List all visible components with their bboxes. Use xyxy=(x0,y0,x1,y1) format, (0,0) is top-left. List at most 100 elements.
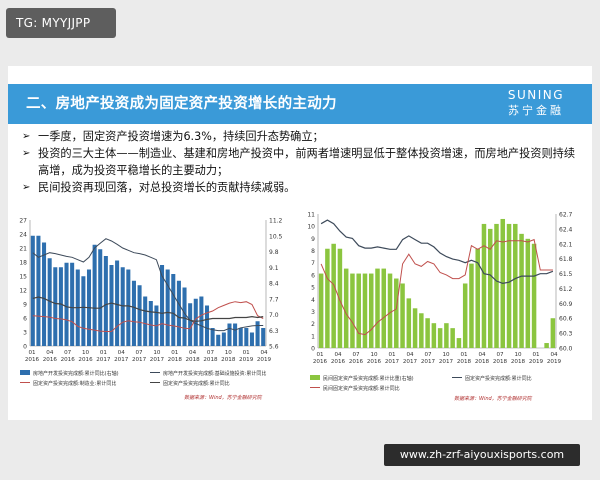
legend-label: 固定资产投资完成额:累计同比 xyxy=(465,375,532,382)
bullet-item: ➢ 一季度，固定资产投资增速为6.3%，持续回升态势确立； xyxy=(22,128,582,145)
x-tick-label: 01 xyxy=(171,350,179,356)
bar xyxy=(368,273,374,348)
y-tick-right: 7.7 xyxy=(269,296,279,303)
x-tick-label: 10 xyxy=(82,350,90,356)
brand-chinese: 苏宁金融 xyxy=(508,104,564,117)
y-tick-left: 5 xyxy=(311,285,315,292)
bar xyxy=(188,303,193,346)
y-tick-right: 10.5 xyxy=(269,233,283,240)
x-tick-year-label: 2016 xyxy=(61,357,76,363)
x-tick-label: 04 xyxy=(406,352,414,358)
y-tick-right: 60.0 xyxy=(559,346,573,353)
bar xyxy=(47,258,52,346)
arrow-bullet-icon: ➢ xyxy=(22,148,31,159)
legend-label: 民间固定资产投资完成额:累计同比 xyxy=(323,385,400,392)
y-tick-left: 4 xyxy=(311,297,315,304)
bar xyxy=(227,323,232,346)
y-tick-left: 11 xyxy=(307,212,315,219)
bar xyxy=(36,235,41,346)
y-tick-right: 61.2 xyxy=(559,286,573,293)
y-tick-left: 21 xyxy=(19,246,27,253)
y-tick-right: 9.8 xyxy=(269,249,279,256)
bar xyxy=(53,267,58,346)
y-tick-right: 62.7 xyxy=(559,212,573,219)
x-tick-year-label: 2019 xyxy=(529,359,544,365)
x-tick-label: 04 xyxy=(189,350,197,356)
x-tick-label: 04 xyxy=(550,352,558,358)
y-tick-right: 11.2 xyxy=(269,218,283,225)
x-tick-year-label: 2017 xyxy=(439,359,454,365)
arrow-bullet-icon: ➢ xyxy=(22,182,31,193)
x-tick-year-label: 2016 xyxy=(349,359,364,365)
y-tick-left: 7 xyxy=(311,260,315,267)
x-tick-year-label: 2017 xyxy=(114,357,129,363)
y-tick-left: 3 xyxy=(23,330,27,337)
bar xyxy=(204,305,210,346)
x-tick-label: 10 xyxy=(514,352,522,358)
bar xyxy=(244,328,249,346)
bar xyxy=(494,223,499,348)
legend-label: 房地产开发投资完成额:基础设施投资:累计同比 xyxy=(163,370,266,377)
bar xyxy=(331,243,336,348)
bar xyxy=(462,283,468,348)
bar xyxy=(92,244,97,346)
bar xyxy=(143,296,148,346)
bar xyxy=(531,243,537,348)
bar xyxy=(176,280,181,346)
bullet-text: 民间投资再现回落，对总投资增长的贡献持续减弱。 xyxy=(38,181,296,194)
x-tick-label: 07 xyxy=(64,350,72,356)
y-tick-right: 61.8 xyxy=(559,256,573,263)
y-tick-left: 2 xyxy=(311,321,315,328)
bar xyxy=(387,273,393,348)
x-tick-label: 04 xyxy=(118,350,126,356)
y-tick-right: 7.0 xyxy=(269,312,279,319)
y-tick-left: 12 xyxy=(19,288,27,295)
bar xyxy=(362,273,368,348)
bar xyxy=(419,313,424,348)
y-tick-right: 9.1 xyxy=(269,265,279,272)
bullet-item: ➢ 民间投资再现回落，对总投资增长的贡献持续减弱。 xyxy=(22,179,582,196)
x-tick-label: 10 xyxy=(225,350,233,356)
x-tick-label: 04 xyxy=(478,352,486,358)
series-line xyxy=(32,238,264,332)
x-tick-label: 07 xyxy=(496,352,504,358)
source-note: 数据来源：Wind，苏宁金融研究院 xyxy=(454,395,533,402)
bar xyxy=(171,274,176,346)
section-title: 二、房地产投资成为固定资产投资增长的主动力 xyxy=(26,96,337,112)
y-tick-left: 0 xyxy=(23,344,27,351)
bar xyxy=(425,318,430,348)
bar xyxy=(58,267,63,346)
x-tick-label: 10 xyxy=(442,352,450,358)
y-tick-right: 60.6 xyxy=(559,316,573,323)
x-tick-year-label: 2017 xyxy=(150,357,165,363)
bar xyxy=(394,278,399,348)
x-tick-label: 01 xyxy=(243,350,251,356)
x-tick-year-label: 2018 xyxy=(457,359,472,365)
x-tick-label: 07 xyxy=(207,350,215,356)
y-tick-left: 10 xyxy=(307,224,315,231)
y-tick-right: 6.3 xyxy=(269,328,279,335)
x-tick-label: 04 xyxy=(334,352,342,358)
source-note: 数据来源：Wind，苏宁金融研究院 xyxy=(184,394,263,401)
bar xyxy=(544,343,549,348)
y-tick-left: 6 xyxy=(311,272,315,279)
bar xyxy=(70,262,75,346)
x-tick-year-label: 2016 xyxy=(78,357,93,363)
y-tick-left: 27 xyxy=(19,218,27,225)
x-tick-year-label: 2018 xyxy=(511,359,526,365)
bar xyxy=(431,323,437,348)
x-tick-year-label: 2017 xyxy=(403,359,418,365)
y-tick-left: 8 xyxy=(311,248,315,255)
corner-tag: TG: MYYJJPP xyxy=(6,8,116,38)
bar xyxy=(249,332,254,346)
bar xyxy=(356,273,361,348)
series-line xyxy=(32,301,264,332)
suning-logo: SUNING 苏宁金融 xyxy=(494,87,578,123)
x-tick-year-label: 2017 xyxy=(385,359,400,365)
chart-right: 11 10 9 8 7 6 5 4 3 2 1 0 62.7 62.4 62.1 61.8 61.5 61.2 60… xyxy=(304,208,586,412)
y-tick-left: 0 xyxy=(311,346,315,353)
series-line xyxy=(320,238,553,336)
bar xyxy=(182,287,187,346)
x-tick-year-label: 2016 xyxy=(331,359,346,365)
bar xyxy=(160,265,165,346)
